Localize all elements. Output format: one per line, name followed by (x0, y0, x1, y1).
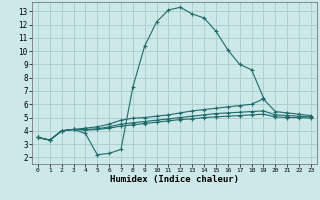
X-axis label: Humidex (Indice chaleur): Humidex (Indice chaleur) (110, 175, 239, 184)
